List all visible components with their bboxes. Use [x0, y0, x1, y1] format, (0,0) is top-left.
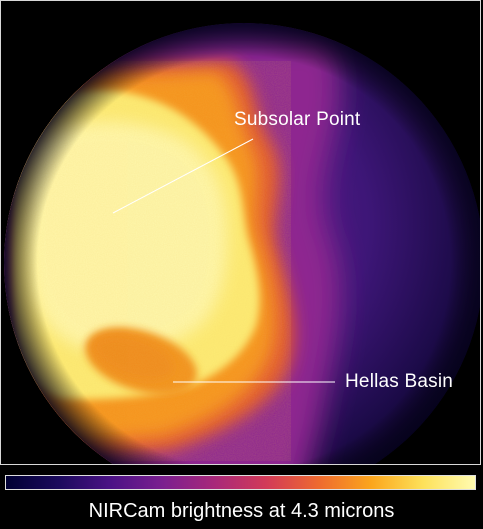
subsolar-point-leader-line: [112, 138, 254, 214]
subsolar-point-label: Subsolar Point: [234, 109, 361, 130]
mars-disk: [4, 23, 480, 464]
hellas-basin-label: Hellas Basin: [345, 371, 454, 392]
colorbar-title: NIRCam brightness at 4.3 microns: [88, 500, 395, 522]
mars-disk-image: [4, 23, 480, 464]
brightness-colorbar: [5, 475, 476, 490]
mars-image-frame: Subsolar Point Hellas Basin: [0, 0, 481, 465]
